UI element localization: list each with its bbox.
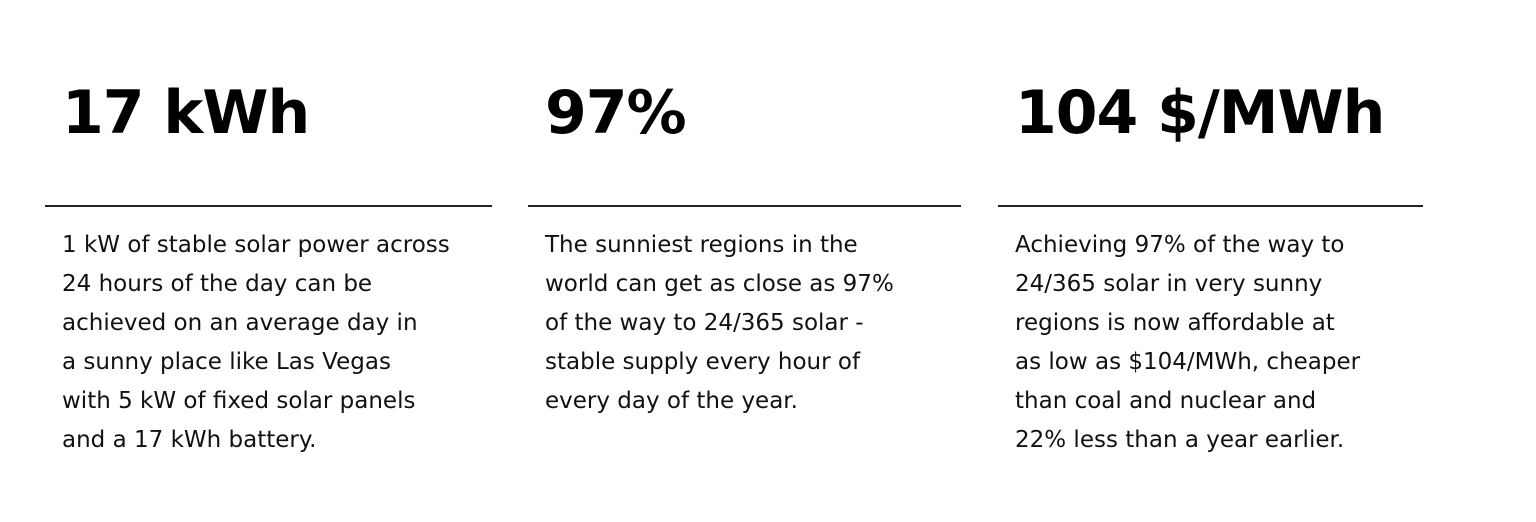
description-line: every day of the year.: [545, 388, 798, 414]
stat-value: 97%: [545, 78, 687, 148]
description-line: 1 kW of stable solar power across: [62, 232, 450, 258]
divider: [45, 205, 492, 207]
stat-description: Achieving 97% of the way to 24/365 solar …: [1015, 226, 1360, 460]
stat-value: 104 $/MWh: [1015, 78, 1385, 148]
description-line: Achieving 97% of the way to: [1015, 232, 1345, 258]
stat-value: 17 kWh: [62, 78, 310, 148]
description-line: world can get as close as 97%: [545, 271, 894, 297]
divider: [528, 205, 961, 207]
description-line: than coal and nuclear and: [1015, 388, 1317, 414]
divider: [998, 205, 1423, 207]
stat-description: 1 kW of stable solar power across 24 hour…: [62, 226, 450, 460]
description-line: 24 hours of the day can be: [62, 271, 373, 297]
description-line: 24/365 solar in very sunny: [1015, 271, 1323, 297]
description-line: as low as $104/MWh, cheaper: [1015, 349, 1361, 375]
description-line: and a 17 kWh battery.: [62, 427, 317, 453]
stat-description: The sunniest regions in the world can get…: [545, 226, 894, 421]
description-line: achieved on an average day in: [62, 310, 418, 336]
description-line: with 5 kW of fixed solar panels: [62, 388, 416, 414]
description-line: of the way to 24/365 solar -: [545, 310, 864, 336]
description-line: stable supply every hour of: [545, 349, 861, 375]
description-line: 22% less than a year earlier.: [1015, 427, 1345, 453]
description-line: regions is now affordable at: [1015, 310, 1335, 336]
description-line: The sunniest regions in the: [545, 232, 858, 258]
description-line: a sunny place like Las Vegas: [62, 349, 391, 375]
